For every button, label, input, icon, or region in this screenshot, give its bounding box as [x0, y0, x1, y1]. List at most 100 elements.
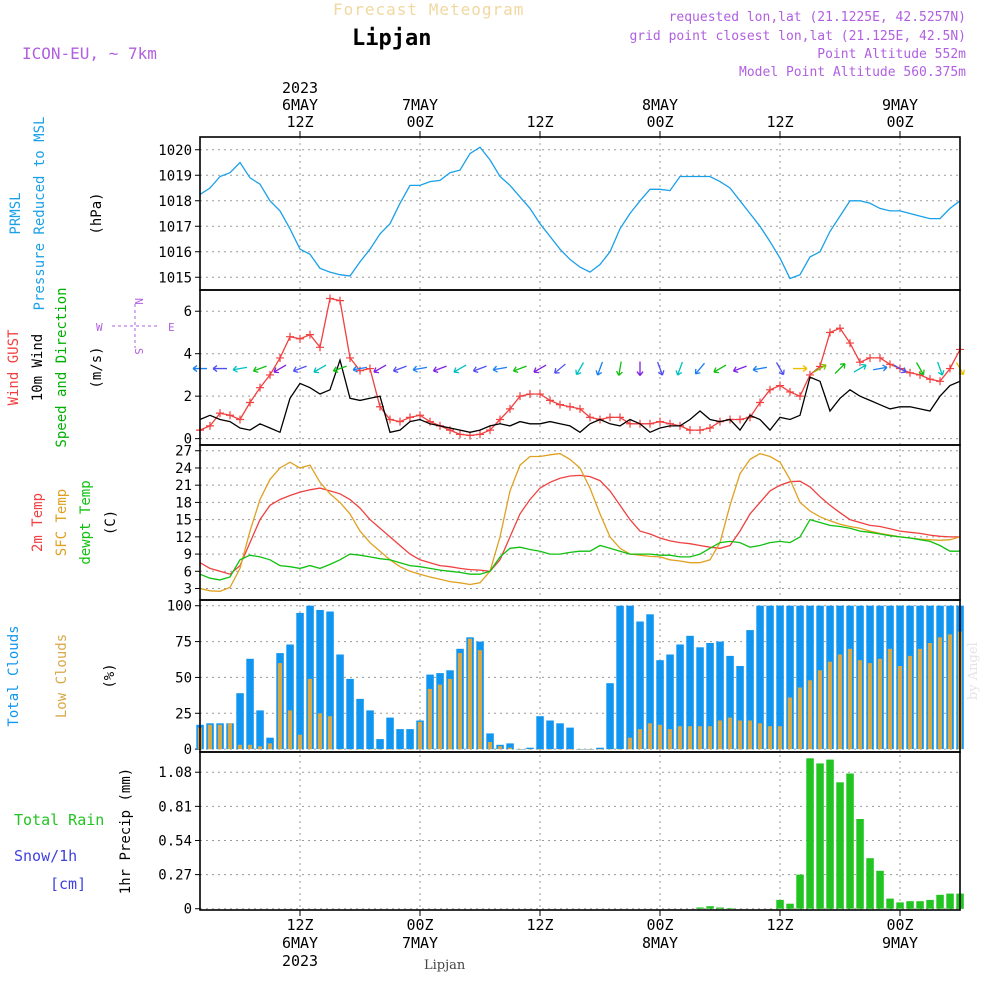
- temperature-series-line: [199, 518, 960, 581]
- gust-point-marker: [686, 426, 694, 435]
- precip-bar: [706, 906, 714, 909]
- clouds-bar: [687, 726, 692, 750]
- clouds-bar: [246, 658, 254, 750]
- temperature-y-tick-label: 15: [175, 513, 192, 529]
- precip-bar: [896, 902, 904, 909]
- precip-bar: [916, 901, 924, 909]
- clouds-bar: [457, 653, 462, 750]
- clouds-y-tick-label: 50: [175, 670, 192, 686]
- clouds-bar: [346, 678, 354, 750]
- wind-direction-arrow: [936, 361, 945, 376]
- gust-point-marker: [386, 415, 394, 424]
- gust-point-marker: [796, 392, 804, 401]
- wind-direction-arrow: [615, 361, 623, 376]
- compass-cross: [112, 304, 160, 348]
- precip-bar: [816, 763, 824, 909]
- top-time-label: 12Z: [286, 113, 313, 131]
- clouds-bar: [587, 749, 592, 750]
- clouds-bar: [767, 726, 772, 750]
- wind-direction-arrow: [352, 365, 368, 373]
- precip-bar: [846, 773, 854, 909]
- compass-west: W: [96, 321, 103, 334]
- clouds-bar: [307, 678, 312, 750]
- clouds-bar: [897, 666, 902, 750]
- wind-direction-arrow: [392, 365, 407, 374]
- clouds-y-tick-label: 100: [167, 599, 192, 615]
- wind-direction-arrow: [732, 365, 747, 374]
- clouds-bar: [737, 720, 742, 750]
- precip-bar: [936, 894, 944, 909]
- clouds-bar: [417, 721, 422, 750]
- clouds-bar: [877, 658, 882, 750]
- clouds-bar: [947, 634, 952, 750]
- gust-point-marker: [766, 385, 774, 394]
- top-time-label: 00Z: [886, 113, 913, 131]
- wind-y-tick-label: 0: [184, 432, 192, 448]
- temperature-unit-label: (C): [103, 510, 119, 535]
- clouds-bar: [267, 743, 272, 750]
- clouds-bar: [506, 743, 514, 750]
- wind-direction-arrow: [853, 363, 867, 373]
- clouds-y-tick-label: 0: [184, 742, 192, 758]
- wind-direction-arrow: [292, 365, 307, 374]
- clouds-bar: [867, 663, 872, 750]
- clouds-bar: [396, 729, 404, 750]
- gust-point-marker: [296, 334, 304, 343]
- clouds-bar: [627, 737, 632, 750]
- gust-point-marker: [236, 415, 244, 424]
- clouds-bar: [316, 610, 324, 750]
- gust-point-marker: [706, 424, 714, 433]
- clouds-bar: [236, 693, 244, 750]
- clouds-bar: [606, 683, 614, 750]
- temperature-side-label: dewpt Temp: [78, 480, 94, 564]
- clouds-bar: [726, 655, 734, 750]
- clouds-bar: [546, 720, 554, 750]
- wind-unit-label: (m/s): [89, 346, 105, 388]
- gust-point-marker: [406, 413, 414, 422]
- temperature-y-tick-label: 3: [184, 582, 192, 598]
- precip-bar: [696, 907, 704, 909]
- precip-bar: [716, 907, 724, 909]
- precip-y-tick-label: 0: [184, 902, 192, 918]
- model-label: ICON-EU, ~ 7km: [22, 44, 157, 63]
- gust-point-marker: [396, 417, 404, 426]
- bottom-time-label: 2023: [282, 952, 318, 970]
- clouds-y-tick-label: 25: [175, 706, 192, 722]
- clouds-bar: [237, 744, 242, 750]
- gust-point-marker: [736, 415, 744, 424]
- point-altitude: Point Altitude 552m: [817, 47, 966, 62]
- precip-side-label: Snow/1h: [14, 847, 77, 865]
- clouds-bar: [547, 749, 552, 750]
- clouds-bar: [376, 739, 384, 750]
- clouds-bar: [566, 727, 574, 750]
- temperature-series-line: [199, 452, 961, 593]
- precip-bar: [826, 759, 834, 909]
- grid-point-coordinates: grid point closest lon,lat (21.125E, 42.…: [629, 29, 966, 44]
- requested-coordinates: requested lon,lat (21.1225E, 42.5257N): [668, 10, 966, 25]
- precip-bar: [866, 858, 874, 909]
- clouds-bar: [796, 605, 804, 750]
- precip-side-label: [cm]: [50, 875, 86, 893]
- gust-point-marker: [416, 411, 424, 420]
- wind-direction-arrow: [793, 365, 808, 373]
- clouds-bar: [286, 644, 294, 750]
- gust-point-marker: [696, 426, 704, 435]
- wind-direction-arrow: [212, 365, 227, 373]
- clouds-bar: [676, 644, 684, 750]
- clouds-bar: [736, 666, 744, 750]
- pressure-y-tick-label: 1019: [158, 168, 192, 184]
- clouds-bar: [596, 747, 604, 750]
- wind-direction-arrow: [656, 361, 665, 376]
- clouds-bar: [697, 726, 702, 750]
- gust-point-marker: [316, 343, 324, 352]
- clouds-bar: [256, 710, 264, 750]
- gust-point-marker: [506, 404, 514, 413]
- pressure-y-tick-label: 1017: [158, 219, 192, 235]
- clouds-bar: [517, 749, 522, 750]
- clouds-side-label: Low Clouds: [54, 634, 70, 718]
- clouds-bar: [386, 717, 394, 750]
- temperature-y-tick-label: 12: [175, 530, 192, 546]
- clouds-bar: [617, 749, 622, 750]
- clouds-bar: [626, 605, 634, 750]
- temperature-y-tick-label: 18: [175, 495, 192, 511]
